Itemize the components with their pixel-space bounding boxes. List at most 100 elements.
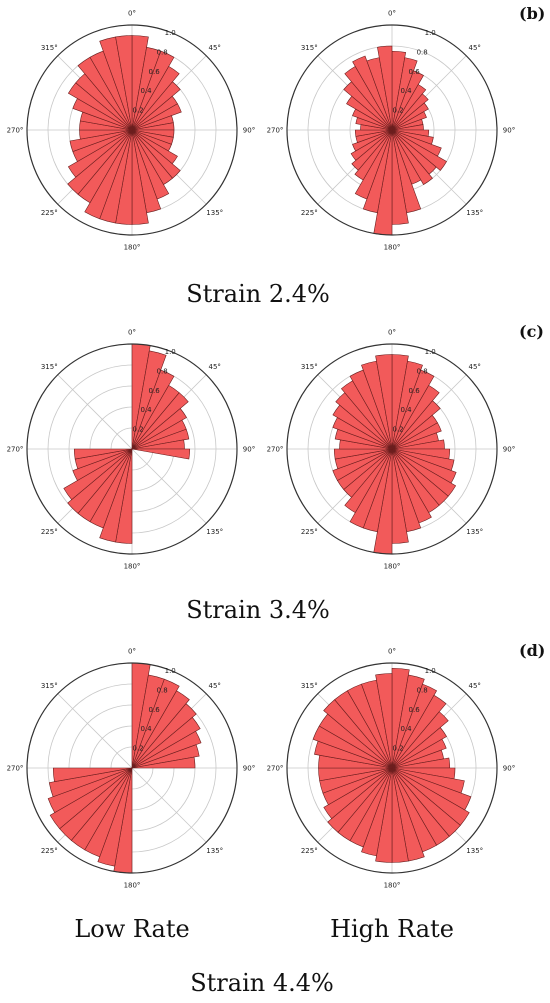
polar-bar — [131, 50, 175, 131]
angle-tick-label: 45° — [469, 363, 481, 371]
radial-tick-label: 0.2 — [392, 107, 403, 115]
polar-chart: 0.2 0.4 0.6 0.8 1.0 0° 45° 90° 135° 180° 225° 270° 3… — [267, 10, 516, 252]
polar-bar — [72, 448, 133, 481]
radial-tick-label: 0.2 — [132, 745, 143, 753]
angle-tick-label: 225° — [301, 209, 318, 217]
angle-tick-label: 270° — [267, 127, 284, 135]
radial-tick-label: 0.8 — [157, 48, 168, 56]
panel-label-d: (d) — [519, 641, 546, 660]
polar-bar — [391, 70, 424, 131]
polar-bar — [391, 422, 442, 450]
radial-tick-label: 1.0 — [425, 667, 436, 675]
polar-bar — [84, 129, 133, 220]
polar-bar — [131, 408, 187, 450]
polar-frame — [286, 343, 498, 555]
polar-chart: 0.2 0.4 0.6 0.8 1.0 0° 45° 90° 135° 180° 225° 270° 3… — [7, 329, 256, 571]
polar-bar — [391, 711, 449, 769]
polar-bar — [391, 129, 447, 171]
radial-tick-label: 0.8 — [417, 686, 428, 694]
polar-bar — [73, 448, 133, 460]
angle-tick-label: 225° — [41, 528, 58, 536]
panel-label-c: (c) — [519, 322, 544, 341]
angle-tick-label: 45° — [469, 44, 481, 52]
angular-gridline — [131, 448, 207, 524]
radial-tick-label: 0.4 — [401, 725, 413, 733]
polar-bar — [354, 129, 393, 181]
radial-tick-label: 1.0 — [425, 348, 436, 356]
polar-bar — [131, 350, 167, 450]
polar-chart: 0.2 0.4 0.6 0.8 1.0 0° 45° 90° 135° 180° 225° 270° 3… — [267, 648, 516, 890]
angle-tick-label: 90° — [503, 765, 515, 773]
radial-tick-label: 0.2 — [132, 107, 143, 115]
angle-tick-label: 270° — [267, 765, 284, 773]
polar-bar — [391, 674, 425, 769]
polar-bar — [131, 678, 180, 769]
polar-bar — [131, 369, 175, 450]
polar-bar — [67, 129, 133, 178]
polar-bar — [391, 84, 427, 131]
polar-bar — [352, 55, 393, 131]
angular-gridline — [57, 374, 133, 450]
polar-bar — [391, 400, 441, 450]
polar-frame — [286, 662, 498, 874]
angle-tick-label: 0° — [388, 10, 396, 18]
polar-bar — [351, 129, 393, 171]
polar-bar — [375, 354, 393, 450]
polar-bar — [49, 767, 133, 830]
radial-tick-label: 0.6 — [149, 387, 161, 395]
polar-frame — [26, 343, 238, 555]
polar-bar — [323, 767, 393, 820]
polar-bar — [391, 369, 435, 450]
polar-bar — [63, 448, 133, 501]
polar-bar — [362, 129, 393, 214]
angle-tick-label: 0° — [388, 648, 396, 656]
radial-tick-label: 0.2 — [392, 426, 403, 434]
angle-tick-label: 45° — [469, 682, 481, 690]
angle-tick-label: 135° — [206, 528, 223, 536]
polar-bar — [131, 703, 197, 769]
polar-bar — [333, 448, 393, 460]
angle-tick-label: 135° — [466, 209, 483, 217]
angular-gridline — [57, 693, 133, 769]
radial-tick-label: 0.6 — [409, 387, 421, 395]
polar-bar — [47, 767, 133, 814]
angle-tick-label: 270° — [7, 127, 24, 135]
angle-tick-label: 315° — [301, 363, 318, 371]
polar-bar — [391, 93, 429, 131]
angle-tick-label: 135° — [206, 209, 223, 217]
polar-bar — [67, 129, 133, 195]
polar-bar — [115, 35, 133, 131]
angle-tick-label: 90° — [243, 127, 255, 135]
angle-tick-label: 90° — [503, 127, 515, 135]
angle-tick-label: 315° — [41, 363, 58, 371]
polar-bar — [375, 673, 393, 769]
polar-bar — [131, 103, 182, 131]
polar-bar — [377, 45, 393, 131]
radial-tick-label: 0.6 — [409, 68, 421, 76]
radial-tick-label: 0.8 — [157, 367, 168, 375]
polar-bar — [131, 81, 181, 131]
polar-bar — [391, 738, 447, 769]
polar-bar — [327, 767, 393, 833]
radial-tick-label: 0.4 — [141, 725, 153, 733]
polar-bar — [391, 727, 447, 769]
polar-bar — [131, 730, 202, 769]
polar-bar — [391, 360, 423, 450]
strain-label-b: Strain 2.4% — [186, 280, 330, 308]
polar-bar — [67, 448, 133, 514]
polar-chart: 0.2 0.4 0.6 0.8 1.0 0° 45° 90° 135° 180° 225° 270° 3… — [7, 10, 256, 252]
angle-tick-label: 225° — [41, 209, 58, 217]
angle-tick-label: 45° — [209, 44, 221, 52]
polar-bar — [99, 448, 133, 543]
radial-tick-label: 0.6 — [409, 706, 421, 714]
angle-tick-label: 0° — [128, 648, 136, 656]
radial-tick-label: 1.0 — [165, 29, 176, 37]
polar-bar — [69, 129, 133, 152]
polar-bar — [391, 384, 440, 450]
polar-bar — [131, 65, 180, 131]
polar-bar — [354, 129, 393, 200]
radial-tick-label: 0.4 — [141, 87, 153, 95]
angle-tick-label: 135° — [206, 847, 223, 855]
polar-bar — [344, 448, 393, 514]
polar-bar — [350, 129, 393, 161]
